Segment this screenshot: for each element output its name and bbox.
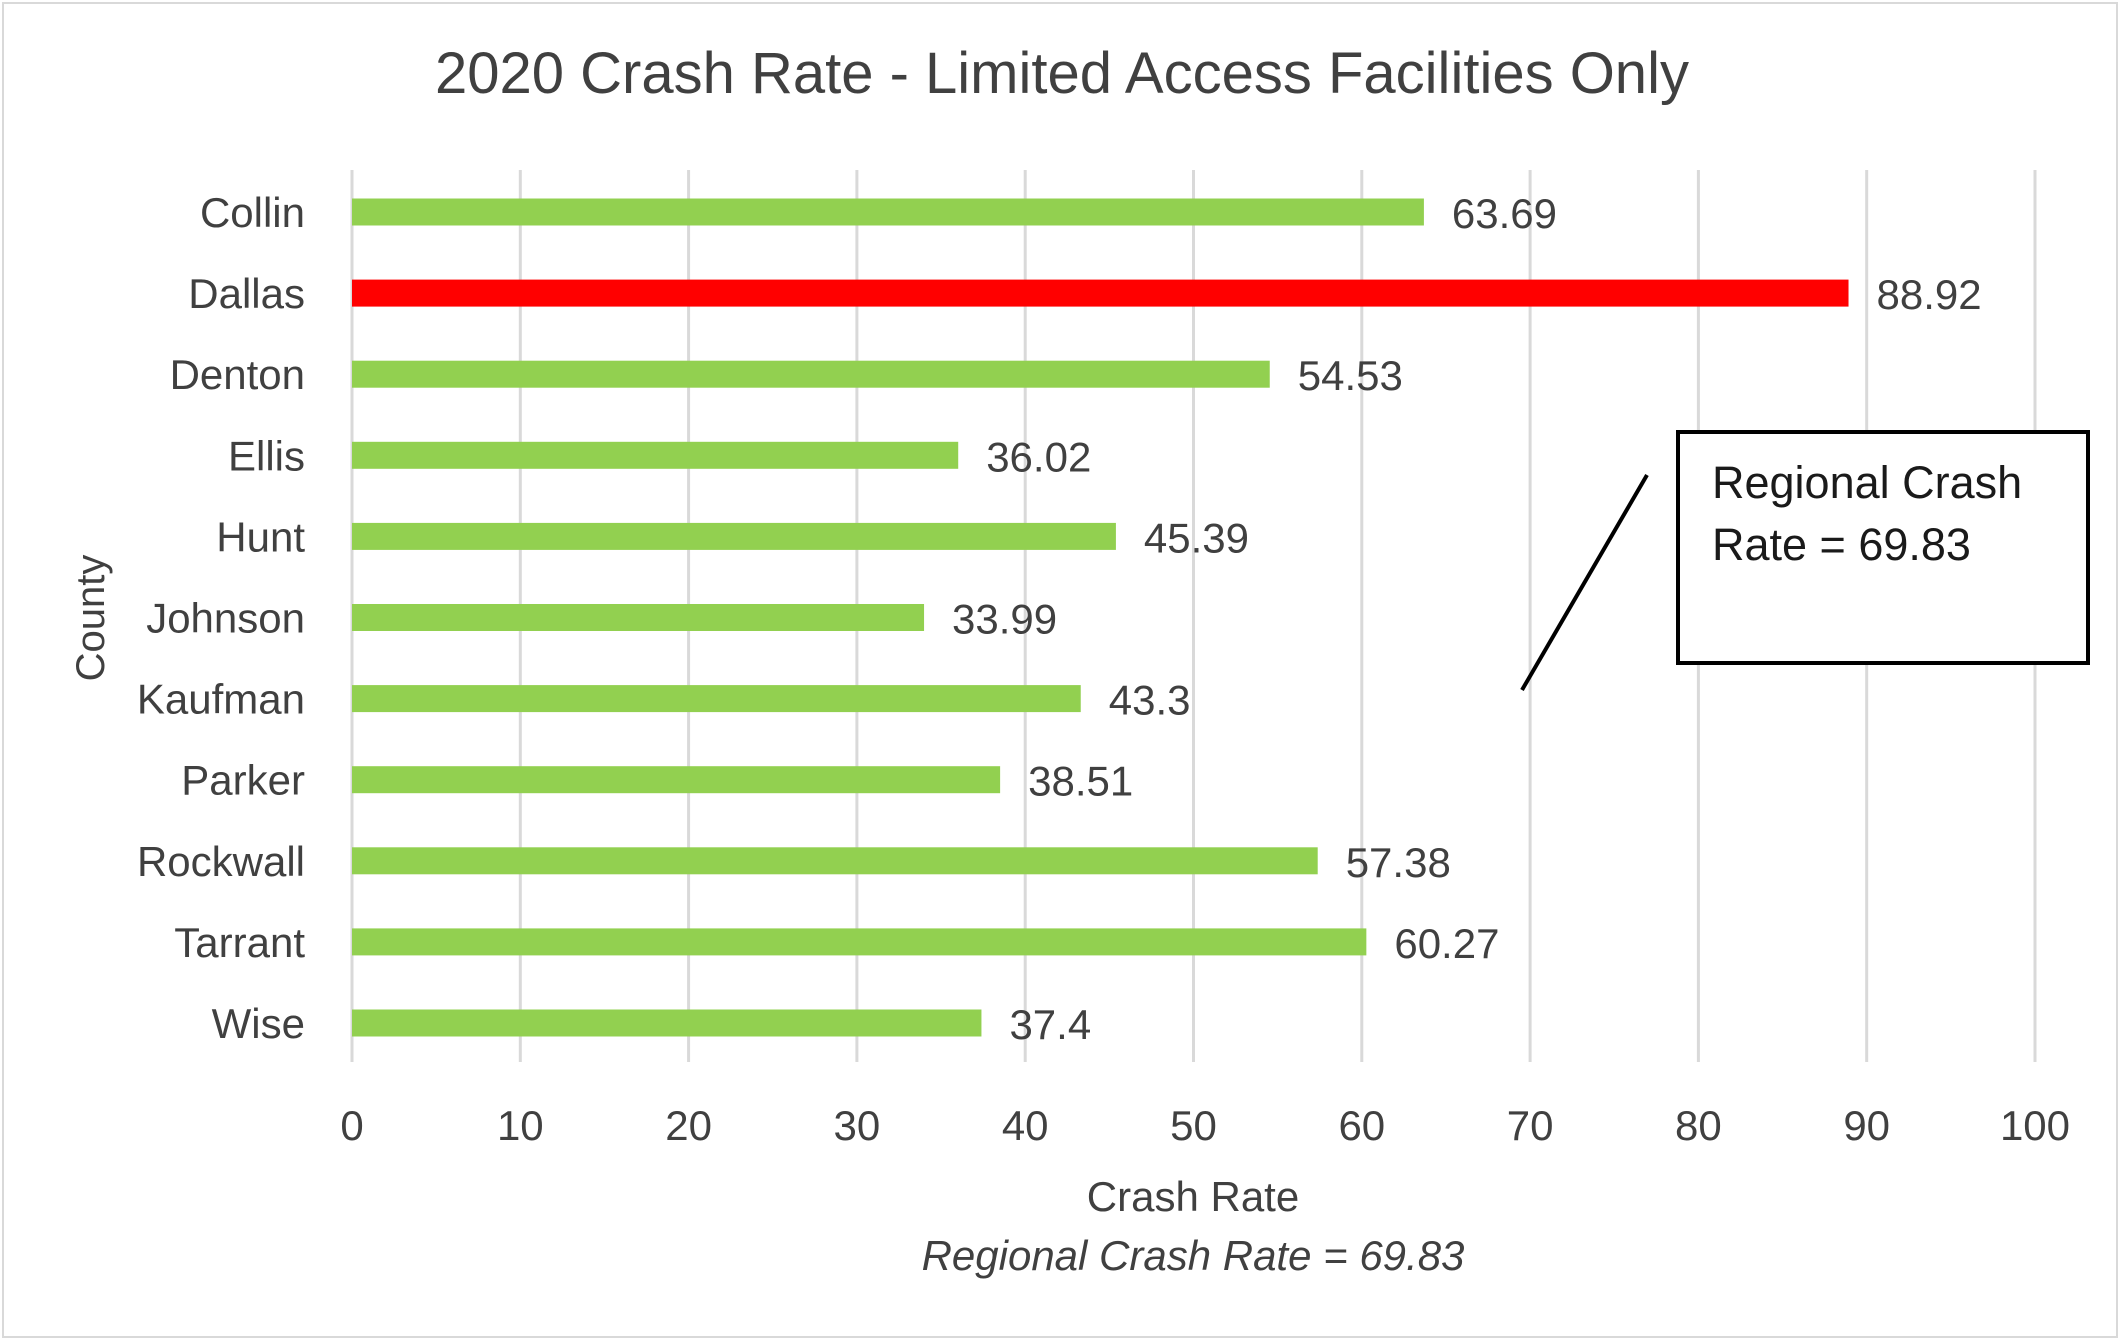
bar-denton [352,360,1270,388]
bar-dallas [352,279,1849,307]
callout-box [1676,430,2090,665]
x-tick-label: 80 [1675,1102,1722,1149]
callout-line-2: Rate = 69.83 [1712,519,1971,570]
category-label: Dallas [188,270,305,317]
bar-wise [352,1009,982,1037]
bar-collin [352,198,1424,226]
x-tick-label: 60 [1338,1102,1385,1149]
x-tick-label: 50 [1170,1102,1217,1149]
y-axis-label: County [69,555,113,682]
value-label: 36.02 [986,433,1091,480]
category-label: Denton [170,351,305,398]
x-tick-label: 40 [1002,1102,1049,1149]
bar-parker [352,766,1001,794]
category-label: Johnson [146,595,305,642]
x-tick-label: 0 [340,1102,363,1149]
chart-title: 2020 Crash Rate - Limited Access Facilit… [435,41,1689,106]
x-axis-label: Crash Rate [1087,1173,1299,1220]
x-tick-label: 90 [1843,1102,1890,1149]
category-label: Parker [181,757,305,804]
category-label: Rockwall [137,838,305,885]
bar-tarrant [352,928,1367,956]
category-labels: Collin Dallas Denton Ellis Hunt Johnson Kaufma… [137,189,305,1047]
bar-johnson [352,604,925,631]
callout-line-1: Regional Crash [1712,457,2023,508]
bars [352,198,1849,1037]
value-label: 63.69 [1452,190,1557,237]
category-label: Collin [200,189,305,236]
value-label: 57.38 [1346,839,1451,886]
category-label: Wise [212,1000,305,1047]
callout-text: Regional Crash Rate = 69.83 [1712,452,2072,576]
value-label: 60.27 [1394,920,1499,967]
x-tick-label: 20 [665,1102,712,1149]
bar-hunt [352,522,1116,550]
value-label: 38.51 [1028,758,1133,805]
category-label: Kaufman [137,676,305,723]
value-label: 37.4 [1009,1001,1091,1048]
category-label: Tarrant [174,919,305,966]
x-tick-label: 10 [497,1102,544,1149]
category-label: Ellis [228,432,305,479]
value-label: 33.99 [952,596,1057,643]
value-label: 43.3 [1109,677,1191,724]
x-tick-label: 30 [834,1102,881,1149]
value-label: 54.53 [1298,352,1403,399]
x-tick-label: 70 [1507,1102,1554,1149]
callout-leader-line [1520,473,1649,692]
value-label: 88.92 [1877,271,1982,318]
value-label: 45.39 [1144,514,1249,561]
x-tick-labels: 0 10 20 30 40 50 60 70 80 90 100 [340,1102,2070,1149]
bar-rockwall [352,847,1318,875]
bar-kaufman [352,685,1081,713]
bar-ellis [352,441,959,469]
category-label: Hunt [216,513,305,560]
x-tick-label: 100 [2000,1102,2070,1149]
value-labels: 63.69 88.92 54.53 36.02 45.39 33.99 43.3 38.51 5… [952,190,1982,1048]
regional-rate-note: Regional Crash Rate = 69.83 [922,1232,1465,1279]
